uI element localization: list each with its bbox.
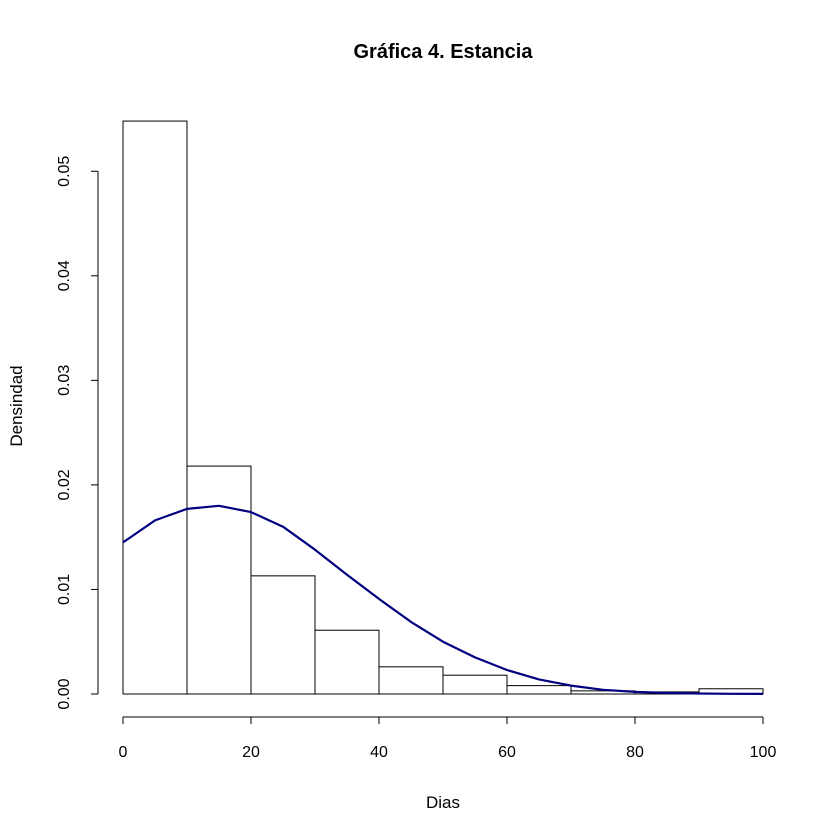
x-tick-label-2: 40	[370, 744, 388, 761]
y-tick-label-5: 0.05	[56, 156, 73, 187]
y-tick-label-3: 0.03	[56, 365, 73, 396]
x-axis-label: Dias	[426, 793, 460, 812]
x-tick-label-0: 0	[119, 744, 128, 761]
histogram-bar-2	[250, 575, 316, 695]
y-tick-label-0: 0.00	[56, 678, 73, 709]
x-tick-label-1: 20	[242, 744, 260, 761]
x-tick-label-5: 100	[750, 744, 777, 761]
y-tick-label-4: 0.04	[56, 260, 73, 291]
y-axis-label: Densindad	[7, 365, 26, 446]
y-tick-label-2: 0.02	[56, 469, 73, 500]
y-tick-label-1: 0.01	[56, 574, 73, 605]
histogram-bar-0	[122, 120, 188, 695]
y-axis: 0.00 0.01 0.02 0.03 0.04 0.05	[56, 156, 99, 710]
chart-title: Gráfica 4. Estancia	[354, 41, 534, 63]
histogram-bar-4	[378, 666, 444, 695]
histogram-bar-1	[186, 465, 252, 695]
density-curve-line	[122, 504, 764, 696]
x-tick-label-4: 80	[626, 744, 644, 761]
x-tick-label-3: 60	[498, 744, 516, 761]
density-curve-group	[122, 504, 764, 696]
histogram-bar-6	[506, 685, 572, 695]
x-axis: 0 20 40 60 80 100	[119, 716, 777, 761]
bars-group	[122, 120, 764, 695]
histogram-bar-3	[314, 629, 380, 695]
histogram-bar-5	[442, 674, 508, 695]
